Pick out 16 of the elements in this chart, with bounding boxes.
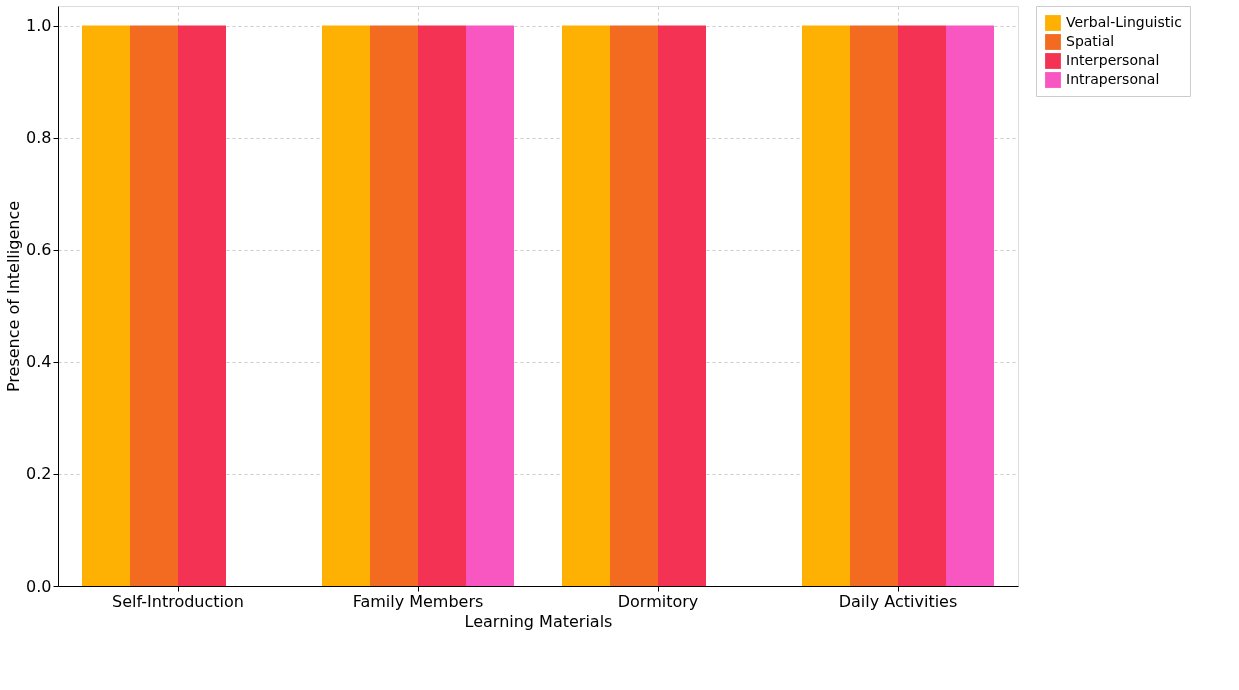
legend-label: Intrapersonal: [1066, 71, 1160, 87]
y-tick-label: 0.4: [26, 352, 52, 372]
legend-label: Interpersonal: [1066, 52, 1160, 68]
y-tick-label: 0.2: [26, 464, 52, 484]
x-axis-title: Learning Materials: [464, 611, 613, 631]
legend-label: Verbal-Linguistic: [1066, 14, 1182, 30]
x-tick-label: Family Members: [352, 591, 484, 611]
y-tick-label: 0.0: [26, 576, 52, 596]
y-tick-label: 0.6: [26, 240, 52, 260]
y-tick-label: 0.8: [26, 128, 52, 148]
x-tick-label: Daily Activities: [838, 591, 958, 611]
x-tick-label: Self-Introduction: [112, 591, 244, 611]
x-tick-label: Dormitory: [617, 591, 699, 611]
y-tick-label: 1.0: [26, 16, 52, 36]
legend-label: Spatial: [1066, 33, 1115, 49]
y-axis-title: Presence of Intelligence: [4, 200, 24, 393]
